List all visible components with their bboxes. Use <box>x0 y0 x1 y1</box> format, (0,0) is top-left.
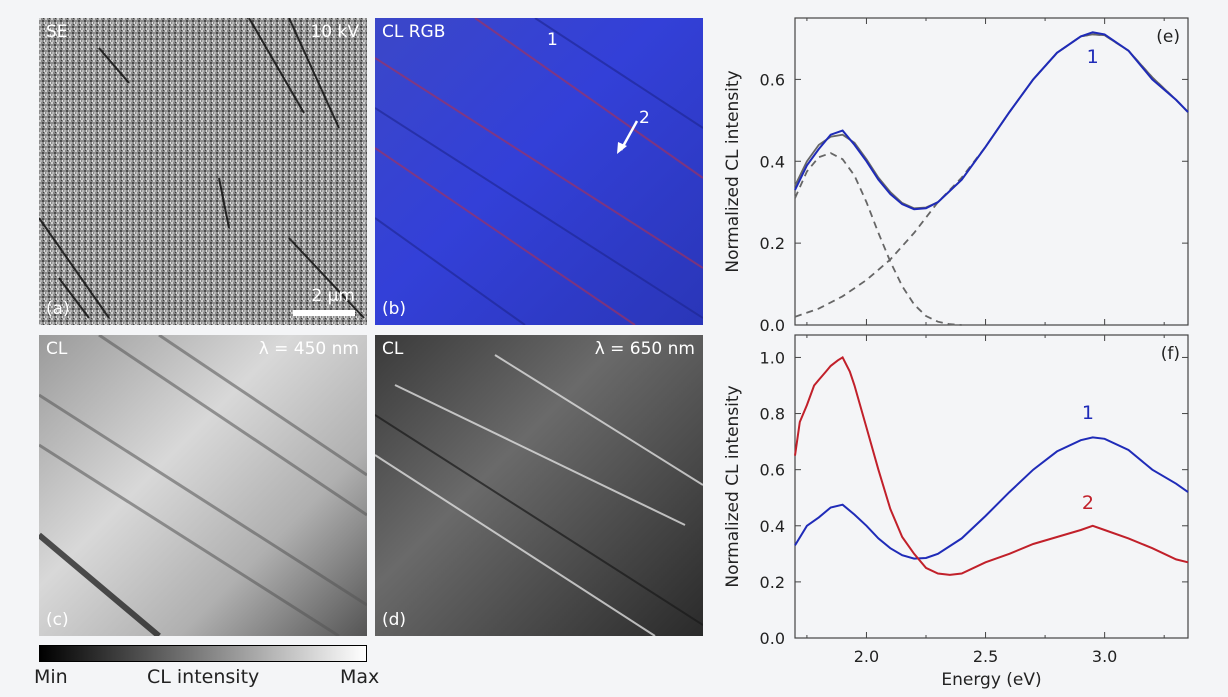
panel-c-label: (c) <box>46 610 69 630</box>
panel-d-wavelength: λ = 650 nm <box>594 339 695 359</box>
chart-f-annotation-1: 1 <box>1082 402 1094 424</box>
panel-d-cl-650-image: CL λ = 650 nm (d) <box>375 335 703 636</box>
colorbar-title: CL intensity <box>147 666 260 688</box>
chart-e-ytick-label: 0.0 <box>760 316 785 335</box>
panel-b-marker-2: 2 <box>639 108 650 128</box>
panel-d-title: CL <box>382 339 404 359</box>
chart-e-annotation-1: 1 <box>1087 46 1099 68</box>
chart-e-ylabel: Normalized CL intensity <box>723 70 743 272</box>
chart-f-series-2 <box>794 355 1189 576</box>
panel-b-label: (b) <box>382 299 407 319</box>
colorbar-min-label: Min <box>34 666 68 688</box>
chart-f-panel-label: (f) <box>1161 344 1180 364</box>
cl650-defect-lines <box>375 354 703 636</box>
chart-e-fit-component-1 <box>794 152 962 326</box>
chart-e-ytick-label: 0.2 <box>760 234 785 253</box>
panel-c-title: CL <box>46 339 68 359</box>
colorbar <box>39 645 367 662</box>
chart-f-xtick-label: 2.0 <box>854 647 879 666</box>
chart-f-ytick-label: 0.0 <box>760 629 785 648</box>
chart-e-frame <box>794 17 1189 326</box>
chart-e-ytick-label: 0.6 <box>760 70 785 89</box>
panel-a-se-label: SE <box>46 22 68 42</box>
chart-f-frame <box>794 334 1189 639</box>
colorbar-max-label: Max <box>340 666 380 688</box>
chart-f-xtick-label: 3.0 <box>1092 647 1117 666</box>
panel-c-cl-450-image: CL λ = 450 nm (c) <box>39 335 367 636</box>
panel-b-title: CL RGB <box>382 22 446 42</box>
panel-d-label: (d) <box>382 610 407 630</box>
scale-bar-label: 2 µm <box>311 286 355 306</box>
cl450-defect-lines <box>39 335 367 636</box>
panel-a-label: (a) <box>46 299 70 319</box>
scale-bar <box>293 310 355 316</box>
chart-f-series-1 <box>794 436 1189 560</box>
panel-a-voltage-label: 10 kV <box>310 22 359 42</box>
chart-f-ytick-label: 0.8 <box>760 405 785 424</box>
chart-f-annotation-2: 2 <box>1082 492 1094 514</box>
chart-e-series-1 <box>794 31 1189 211</box>
chart-f-xlabel: Energy (eV) <box>941 670 1041 690</box>
chart-f-xtick-label: 2.5 <box>973 647 998 666</box>
chart-f-ytick-label: 0.2 <box>760 573 785 592</box>
chart-f-ytick-label: 0.4 <box>760 517 785 536</box>
chart-e-ytick-label: 0.4 <box>760 152 785 171</box>
panel-b-cl-rgb-image: CL RGB 1 2 (b) <box>375 18 703 325</box>
panel-b-marker-1: 1 <box>547 30 558 50</box>
chart-e-panel-label: (e) <box>1156 27 1180 47</box>
chart-f-ytick-label: 0.6 <box>760 461 785 480</box>
chart-f-ylabel: Normalized CL intensity <box>723 385 743 587</box>
panel-a-se-image: SE 10 kV 2 µm (a) <box>39 18 367 325</box>
chart-f-ytick-label: 1.0 <box>760 348 785 367</box>
panel-c-wavelength: λ = 450 nm <box>258 339 359 359</box>
se-texture <box>39 18 367 325</box>
rgb-defect-lines <box>375 18 703 325</box>
